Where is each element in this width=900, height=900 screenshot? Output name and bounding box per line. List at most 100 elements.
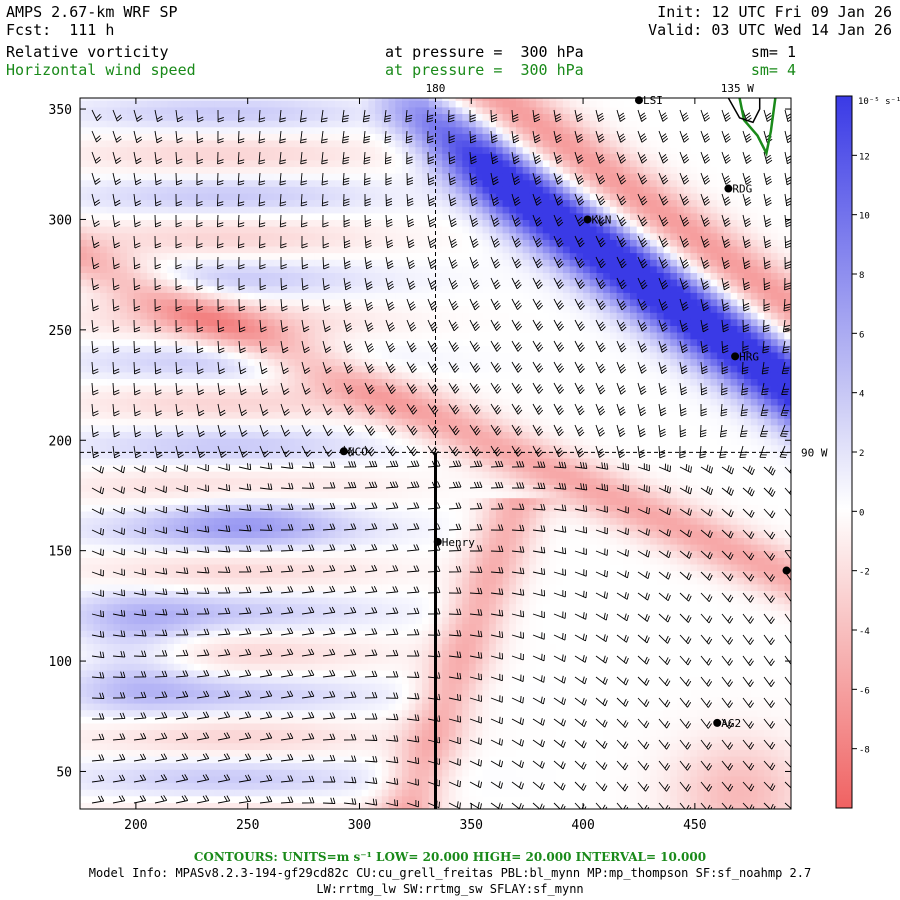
vorticity-cell — [355, 550, 363, 558]
vorticity-cell — [106, 166, 115, 174]
vorticity-cell — [314, 192, 323, 201]
vorticity-cell — [247, 404, 255, 413]
vorticity-cell — [301, 537, 309, 545]
vorticity-cell — [287, 245, 296, 254]
vorticity-cell — [368, 351, 376, 360]
vorticity-cell — [200, 265, 208, 273]
vorticity-cell — [334, 497, 343, 505]
vorticity-cell — [348, 411, 356, 419]
vorticity-cell — [120, 438, 128, 446]
vorticity-cell — [106, 689, 115, 697]
vorticity-cell — [281, 650, 289, 658]
vorticity-cell — [267, 378, 276, 386]
vorticity-cell — [261, 232, 269, 240]
vorticity-cell — [254, 722, 262, 731]
vorticity-cell — [368, 590, 376, 598]
vorticity-cell — [294, 411, 302, 419]
vorticity-cell — [314, 656, 323, 664]
vorticity-cell — [321, 305, 329, 313]
vorticity-cell — [294, 537, 302, 545]
vorticity-cell — [133, 491, 141, 499]
vorticity-cell — [200, 623, 208, 631]
vorticity-cell — [241, 557, 249, 565]
vorticity-cell — [281, 570, 289, 578]
vorticity-cell — [308, 338, 316, 346]
vorticity-cell — [227, 729, 235, 737]
vorticity-cell — [194, 716, 202, 724]
vorticity-cell — [294, 451, 302, 459]
vorticity-cell — [361, 643, 369, 651]
vorticity-cell — [328, 669, 336, 678]
vorticity-cell — [180, 398, 188, 406]
vorticity-cell — [314, 795, 323, 803]
vorticity-cell — [200, 305, 208, 313]
vorticity-cell — [86, 583, 94, 591]
vorticity-cell — [153, 530, 162, 538]
vorticity-cell — [127, 603, 135, 611]
vorticity-cell — [127, 120, 135, 128]
vorticity-cell — [334, 623, 343, 631]
vorticity-cell — [234, 795, 242, 803]
vorticity-cell — [100, 583, 108, 591]
vorticity-cell — [140, 669, 148, 678]
vorticity-cell — [281, 351, 289, 360]
vorticity-cell — [274, 272, 282, 280]
vorticity-cell — [321, 703, 329, 711]
vorticity-cell — [86, 603, 94, 611]
vorticity-cell — [100, 650, 108, 658]
vorticity-cell — [281, 504, 289, 512]
vorticity-cell — [334, 583, 343, 591]
vorticity-cell — [133, 544, 141, 552]
vorticity-cell — [301, 643, 309, 651]
vorticity-cell — [160, 457, 168, 466]
vorticity-cell — [167, 457, 175, 466]
vorticity-cell — [100, 252, 108, 260]
vorticity-cell — [214, 603, 222, 611]
vorticity-cell — [86, 762, 94, 770]
vorticity-cell — [200, 775, 208, 784]
vorticity-cell — [241, 583, 249, 591]
vorticity-cell — [160, 173, 168, 181]
vorticity-cell — [194, 126, 202, 134]
vorticity-cell — [86, 272, 94, 280]
vorticity-cell — [267, 802, 276, 809]
vorticity-cell — [361, 557, 369, 565]
vorticity-cell — [167, 597, 175, 605]
vorticity-cell — [100, 378, 108, 386]
vorticity-cell — [261, 265, 269, 273]
vorticity-cell — [314, 471, 323, 479]
vorticity-cell — [274, 212, 282, 220]
vorticity-cell — [234, 563, 242, 572]
vorticity-cell — [120, 146, 128, 154]
vorticity-cell — [234, 756, 242, 764]
vorticity-cell — [86, 438, 94, 446]
vorticity-cell — [153, 504, 162, 512]
vorticity-cell — [287, 140, 296, 148]
vorticity-cell — [274, 245, 282, 254]
vorticity-cell — [355, 100, 363, 108]
vorticity-cell — [247, 226, 255, 234]
vorticity-cell — [241, 537, 249, 545]
vorticity-cell — [287, 789, 296, 797]
vorticity-cell — [321, 557, 329, 565]
vorticity-cell — [267, 179, 276, 187]
vorticity-cell — [361, 795, 369, 803]
vorticity-cell — [348, 424, 356, 432]
vorticity-cell — [261, 153, 269, 161]
vorticity-cell — [80, 219, 88, 227]
vorticity-cell — [220, 305, 229, 313]
vorticity-cell — [173, 484, 182, 492]
vorticity-cell — [147, 795, 155, 803]
vorticity-cell — [106, 418, 115, 426]
vorticity-cell — [173, 120, 182, 128]
vorticity-cell — [381, 716, 390, 724]
vorticity-cell — [361, 491, 369, 499]
vorticity-cell — [301, 663, 309, 671]
vorticity-cell — [254, 464, 262, 472]
vorticity-cell — [355, 756, 363, 764]
vorticity-cell — [267, 590, 276, 598]
vorticity-cell — [113, 544, 121, 552]
vorticity-cell — [140, 722, 148, 731]
vorticity-cell — [86, 133, 94, 141]
vorticity-cell — [234, 616, 242, 625]
